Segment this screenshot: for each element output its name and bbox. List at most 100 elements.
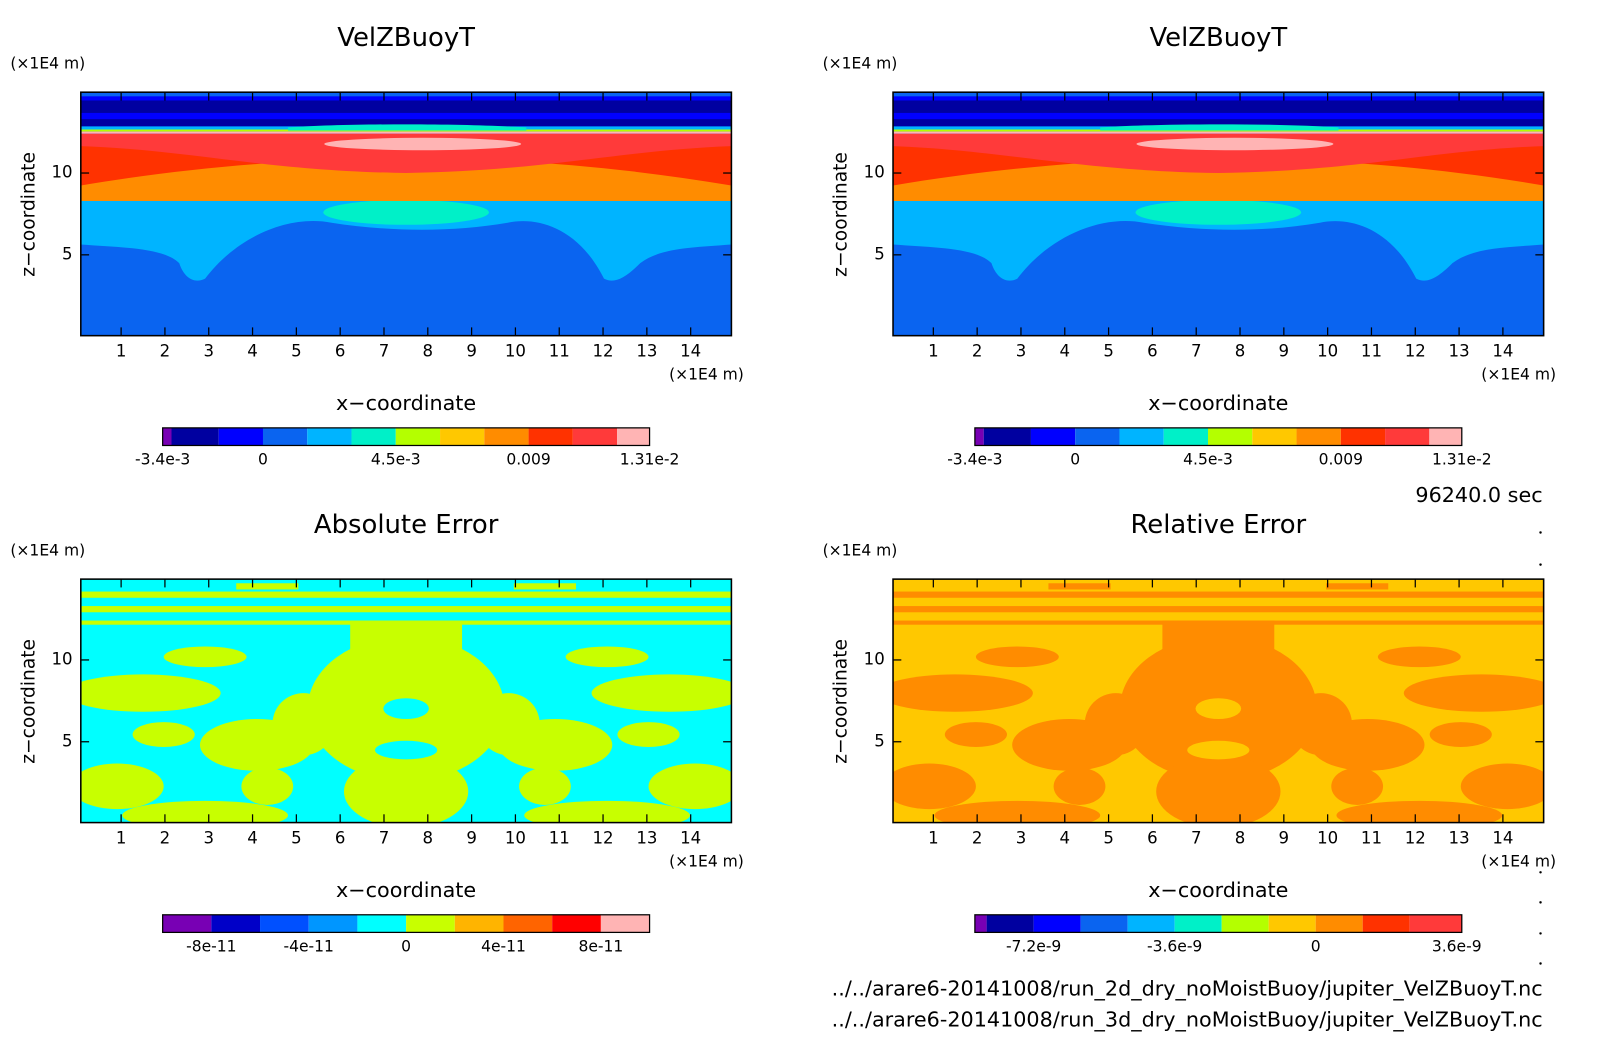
y-axis-label: z−coordinate <box>831 152 852 277</box>
contour-region <box>1084 693 1147 756</box>
x-tick-label: 2 <box>972 342 983 361</box>
colorbar-segment <box>1315 914 1363 933</box>
x-tick-label: 2 <box>160 829 171 848</box>
contour-region <box>975 646 1059 668</box>
contour-region <box>893 763 976 810</box>
y-tick-label: 10 <box>864 163 885 182</box>
contour-region <box>80 763 164 810</box>
colorbar-segment <box>1296 427 1341 446</box>
x-tick-label: 11 <box>549 342 570 361</box>
colorbar-segment <box>1362 914 1410 933</box>
y-tick-label: 5 <box>874 731 885 750</box>
x-tick-label: 13 <box>1449 829 1470 848</box>
colorbar-tick-label: 4.5e-3 <box>1183 450 1233 468</box>
x-tick-label: 14 <box>1492 342 1513 361</box>
x-tick-label: 10 <box>1317 342 1338 361</box>
contour-region <box>323 199 489 225</box>
colorbar-tick-label: 0.009 <box>1319 450 1363 468</box>
contour-region <box>519 767 571 805</box>
colorbar-segment <box>1174 914 1222 933</box>
x-tick-label: 10 <box>1317 829 1338 848</box>
contour-region <box>1156 755 1281 823</box>
colorbar-segment <box>983 427 1031 446</box>
x-tick-label: 6 <box>335 342 346 361</box>
colorbar-tick-label: 1.31e-2 <box>620 450 680 468</box>
contour-region <box>80 200 732 281</box>
x-tick-label: 1 <box>928 829 939 848</box>
y-axis-label: z−coordinate <box>19 639 40 764</box>
x-tick-label: 11 <box>1361 342 1382 361</box>
file-path: ../../arare6-20141008/run_2d_dry_noMoist… <box>832 976 1543 1001</box>
dot <box>1539 531 1542 534</box>
x-tick-label: 7 <box>379 829 390 848</box>
x-tick-label: 12 <box>1405 829 1426 848</box>
contour-region <box>1429 722 1492 747</box>
colorbar-segment <box>1030 427 1076 446</box>
x-tick-label: 2 <box>972 829 983 848</box>
colorbar-segment <box>1075 427 1120 446</box>
contour-field <box>893 579 1544 823</box>
x-tick-label: 7 <box>379 342 390 361</box>
colorbar-segment <box>600 914 650 933</box>
plot-frame <box>80 578 733 824</box>
x-tick-label: 5 <box>1103 829 1114 848</box>
x-tick-label: 7 <box>1191 342 1202 361</box>
contour-field <box>80 92 732 336</box>
x-tick-label: 3 <box>203 829 214 848</box>
colorbar-segment <box>211 914 261 933</box>
x-unit: (×1E4 m) <box>669 852 744 870</box>
contour-region <box>565 646 649 668</box>
contour-region <box>80 119 732 127</box>
contour-region <box>591 674 732 712</box>
contour-region <box>1289 693 1352 756</box>
plot-title: VelZBuoyT <box>1149 23 1287 53</box>
contour-region <box>617 722 680 747</box>
y-tick-label: 5 <box>62 244 73 263</box>
x-tick-label: 1 <box>928 342 939 361</box>
y-axis-label: z−coordinate <box>19 152 40 277</box>
contour-region <box>383 698 429 719</box>
y-tick-label: 10 <box>51 649 72 668</box>
contour-region <box>132 722 195 747</box>
x-tick-label: 3 <box>1016 342 1027 361</box>
colorbar-tick-label: 0 <box>1311 937 1321 955</box>
contour-region <box>893 591 1544 598</box>
contour-region <box>1377 646 1461 668</box>
x-tick-label: 9 <box>1279 342 1290 361</box>
plot-title: VelZBuoyT <box>337 23 475 53</box>
colorbar-segment <box>1208 427 1253 446</box>
contour-region <box>1053 767 1106 805</box>
colorbar-segment <box>260 914 309 933</box>
contour-region <box>893 129 1544 132</box>
x-tick-label: 6 <box>1147 829 1158 848</box>
x-unit: (×1E4 m) <box>1481 852 1556 870</box>
colorbar-segment <box>1033 914 1081 933</box>
y-axis-label: z−coordinate <box>831 639 852 764</box>
x-tick-label: 2 <box>160 342 171 361</box>
contour-field <box>80 579 732 823</box>
colorbar-tick-label: 0.009 <box>506 450 550 468</box>
x-tick-label: 9 <box>466 342 477 361</box>
contour-field <box>893 92 1544 336</box>
colorbar-segment <box>395 427 441 446</box>
contour-region <box>375 740 438 760</box>
x-tick-label: 8 <box>423 342 434 361</box>
contour-region <box>1460 763 1544 810</box>
colorbar-segment <box>406 914 455 933</box>
contour-region <box>80 606 732 613</box>
colorbar-segment <box>572 427 618 446</box>
contour-region <box>288 124 527 131</box>
x-tick-label: 4 <box>1060 829 1071 848</box>
x-tick-label: 14 <box>680 342 701 361</box>
contour-region <box>1048 583 1111 590</box>
dot <box>1539 871 1542 874</box>
x-tick-label: 6 <box>1147 342 1158 361</box>
contour-region <box>1100 124 1339 131</box>
contour-region <box>893 100 1544 113</box>
y-unit: (×1E4 m) <box>823 55 898 73</box>
plot-frame <box>892 91 1545 337</box>
contour-region <box>80 131 732 134</box>
dot <box>1539 901 1542 904</box>
contour-region <box>80 591 732 598</box>
contour-region <box>893 606 1544 613</box>
